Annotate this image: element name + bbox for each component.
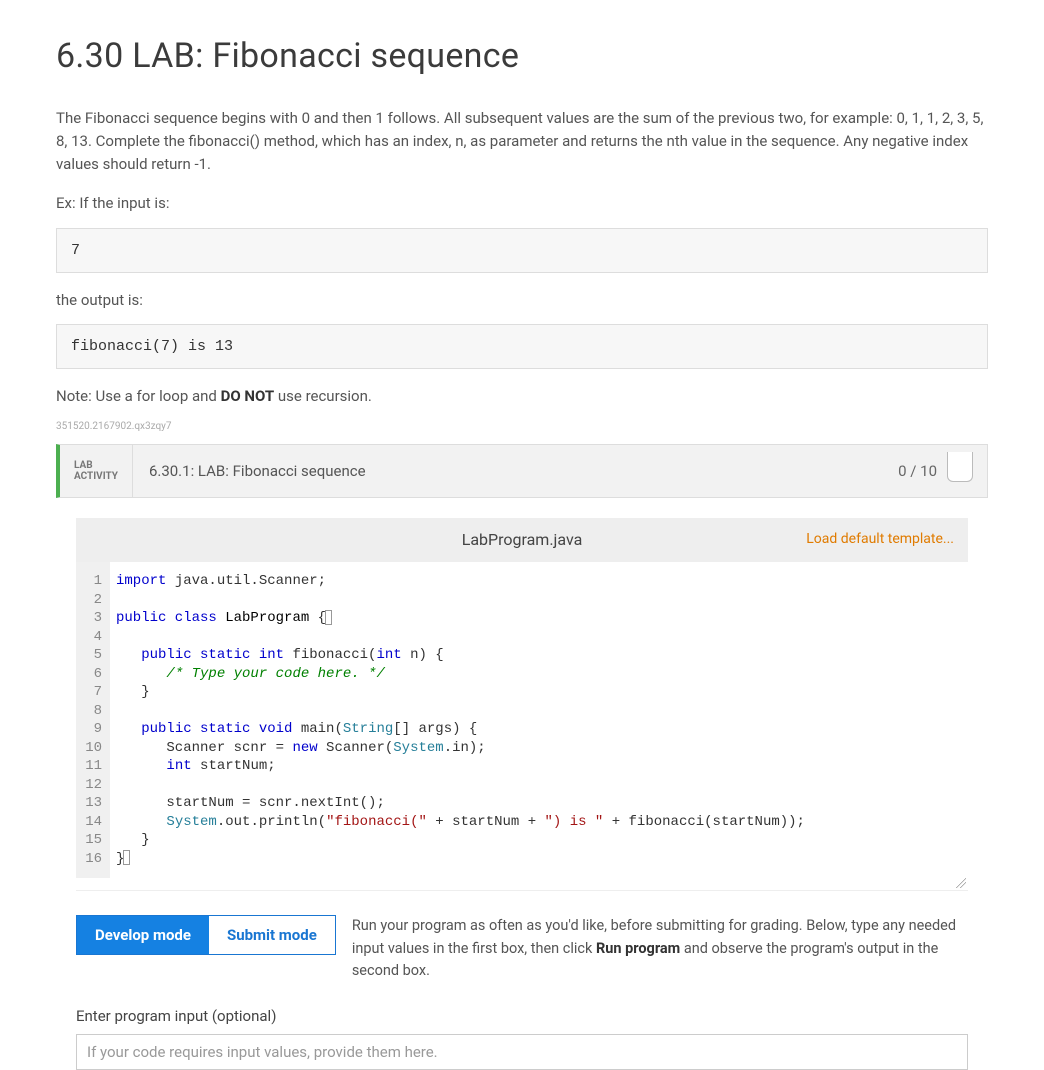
program-input-label: Enter program input (optional) (76, 1005, 968, 1028)
mode-row: Develop mode Submit mode Run your progra… (76, 891, 988, 982)
example-input-box: 7 (56, 228, 988, 273)
example-input-label: Ex: If the input is: (56, 192, 988, 215)
mode-toggle: Develop mode Submit mode (76, 915, 336, 955)
file-header: LabProgram.java Load default template... (76, 518, 968, 562)
example-output-label: the output is: (56, 289, 988, 312)
lab-score: 0 / 10 (898, 460, 947, 483)
load-default-template-link[interactable]: Load default template... (806, 529, 954, 551)
resize-handle-icon[interactable] (956, 878, 966, 888)
example-output-box: fibonacci(7) is 13 (56, 324, 988, 369)
develop-mode-button[interactable]: Develop mode (77, 916, 209, 954)
lab-tag: LAB ACTIVITY (60, 445, 133, 497)
code-editor[interactable]: 12345678910111213141516 import java.util… (76, 562, 968, 891)
submit-mode-button[interactable]: Submit mode (209, 916, 335, 954)
program-input-field[interactable] (76, 1034, 968, 1070)
lab-activity-header: LAB ACTIVITY 6.30.1: LAB: Fibonacci sequ… (56, 444, 988, 498)
page-title: 6.30 LAB: Fibonacci sequence (56, 30, 988, 83)
code-content[interactable]: import java.util.Scanner; public class L… (110, 562, 968, 878)
line-number-gutter: 12345678910111213141516 (76, 562, 110, 878)
problem-description: The Fibonacci sequence begins with 0 and… (56, 107, 988, 177)
note-text: Note: Use a for loop and DO NOT use recu… (56, 385, 988, 408)
activity-id: 351520.2167902.qx3zqy7 (56, 419, 988, 435)
lab-activity-title: 6.30.1: LAB: Fibonacci sequence (133, 460, 898, 483)
shield-icon (947, 452, 973, 482)
editor-area: LabProgram.java Load default template...… (56, 498, 988, 1070)
program-input-section: Enter program input (optional) (76, 983, 988, 1070)
mode-help-text: Run your program as often as you'd like,… (352, 915, 968, 982)
